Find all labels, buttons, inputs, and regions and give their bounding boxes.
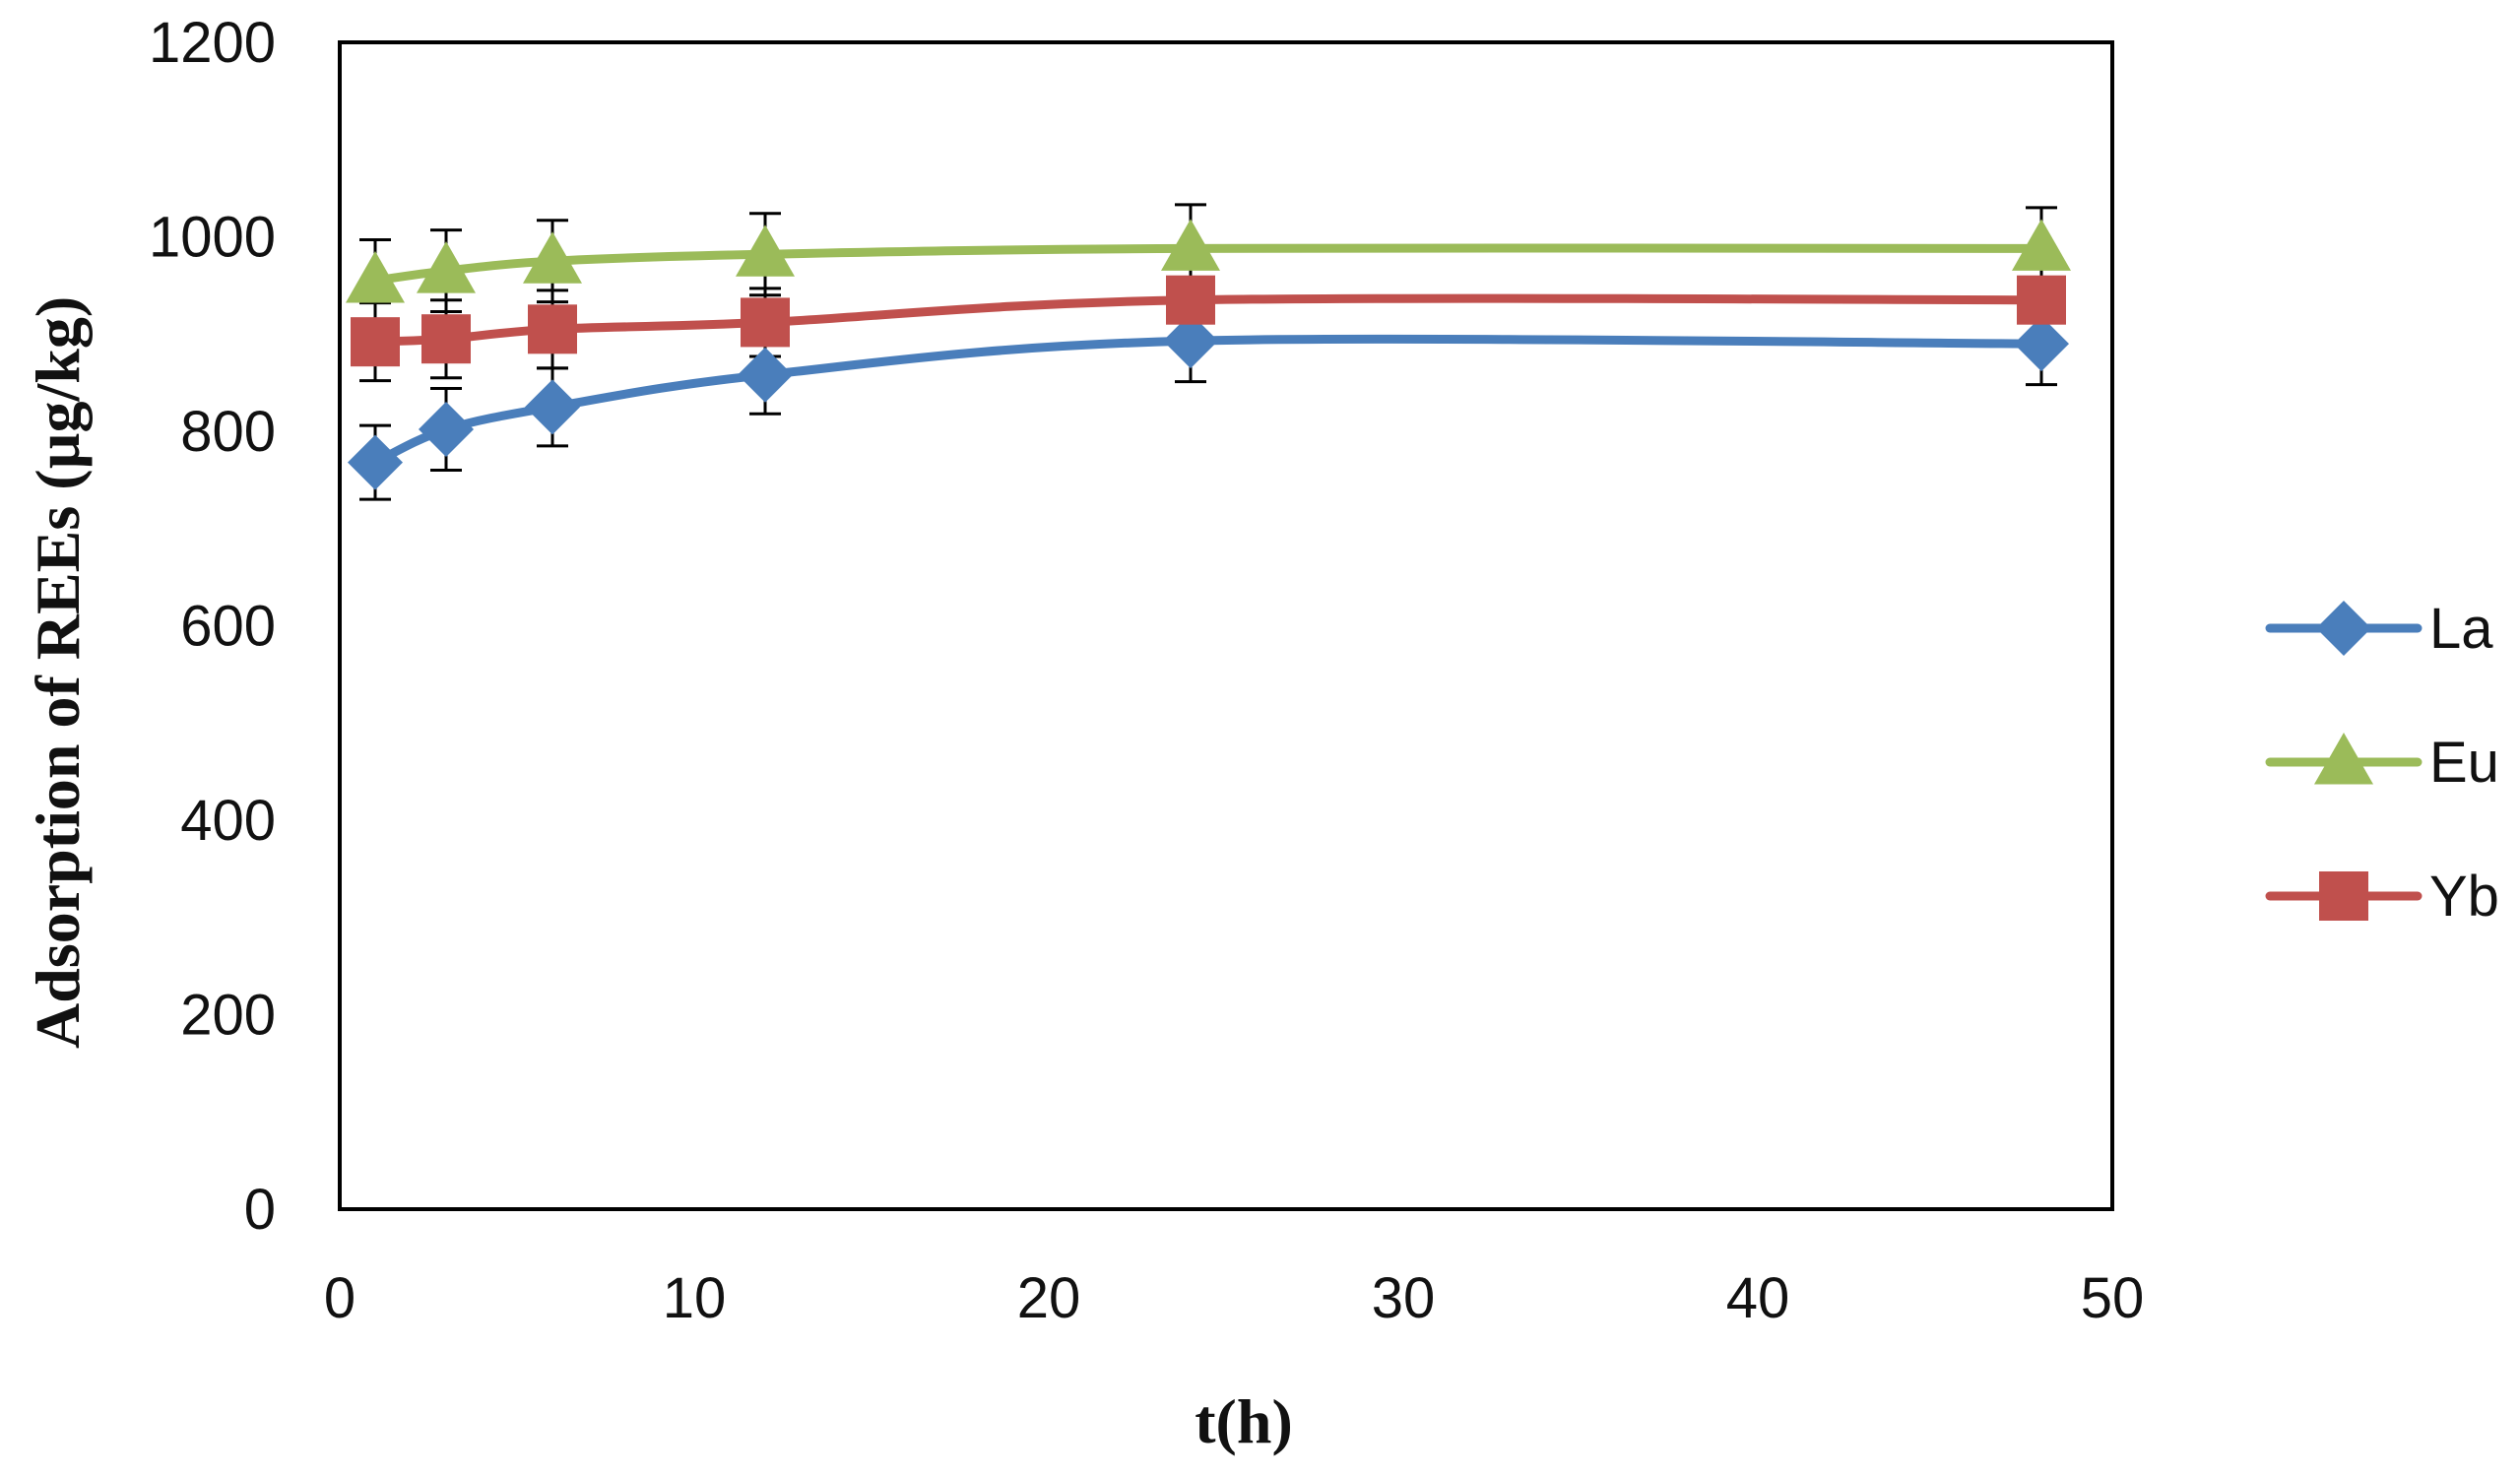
legend-item-yb: Yb	[2265, 865, 2499, 929]
legend-label-eu: Eu	[2429, 731, 2499, 795]
legend-label-la: La	[2429, 597, 2493, 661]
data-point-la	[348, 434, 403, 490]
legend-item-eu: Eu	[2265, 731, 2499, 795]
plot-area	[338, 40, 2114, 1211]
data-point-la	[419, 402, 474, 458]
data-point-eu	[523, 231, 582, 284]
y-axis-title: Adsorption of REEs (µg/kg)	[23, 296, 93, 1049]
series-la	[348, 313, 2069, 490]
data-point-eu	[1161, 219, 1220, 271]
data-point-yb	[351, 317, 400, 367]
series-line-yb	[370, 293, 2046, 347]
x-tick-label: 50	[2081, 1266, 2145, 1330]
data-point-eu	[736, 225, 795, 277]
data-point-yb	[741, 297, 790, 348]
x-axis-title: t(h)	[1195, 1386, 1293, 1456]
data-point-eu	[2012, 219, 2071, 271]
y-tick-label: 1000	[149, 206, 276, 270]
data-point-la	[2014, 316, 2069, 372]
series-line-la	[370, 334, 2046, 468]
legend-marker-la	[2316, 601, 2371, 656]
y-tick-label: 0	[244, 1178, 276, 1242]
legend-marker-yb	[2319, 871, 2368, 921]
legend-marker-eu	[2314, 733, 2373, 785]
x-tick-label: 0	[324, 1266, 355, 1330]
y-tick-label: 800	[180, 400, 276, 464]
x-tick-label: 10	[663, 1266, 727, 1330]
series-line-eu	[370, 243, 2046, 286]
legend-item-la: La	[2265, 597, 2493, 661]
x-tick-label: 40	[1726, 1266, 1790, 1330]
data-point-eu	[346, 250, 405, 303]
y-tick-label: 400	[180, 789, 276, 853]
series-yb	[351, 275, 2066, 367]
y-tick-label: 600	[180, 595, 276, 659]
legend: La Eu Yb	[2265, 597, 2499, 929]
data-point-la	[1163, 313, 1218, 369]
x-tick-label: 30	[1372, 1266, 1436, 1330]
y-tick-label: 200	[180, 984, 276, 1048]
series-eu	[346, 219, 2071, 303]
y-axis-ticks: 0 200 400 600 800 1000 1200	[149, 11, 276, 1242]
data-point-yb	[1166, 275, 1215, 325]
data-point-yb	[2017, 275, 2066, 325]
series-layer	[346, 203, 2071, 501]
x-axis-ticks: 0 10 20 30 40 50	[324, 1266, 2144, 1330]
data-point-yb	[528, 304, 577, 354]
data-point-la	[738, 347, 793, 403]
x-tick-label: 20	[1017, 1266, 1081, 1330]
legend-label-yb: Yb	[2429, 865, 2499, 929]
data-point-yb	[421, 314, 471, 364]
data-point-la	[525, 379, 580, 435]
y-tick-label: 1200	[149, 11, 276, 75]
data-point-eu	[417, 241, 476, 293]
